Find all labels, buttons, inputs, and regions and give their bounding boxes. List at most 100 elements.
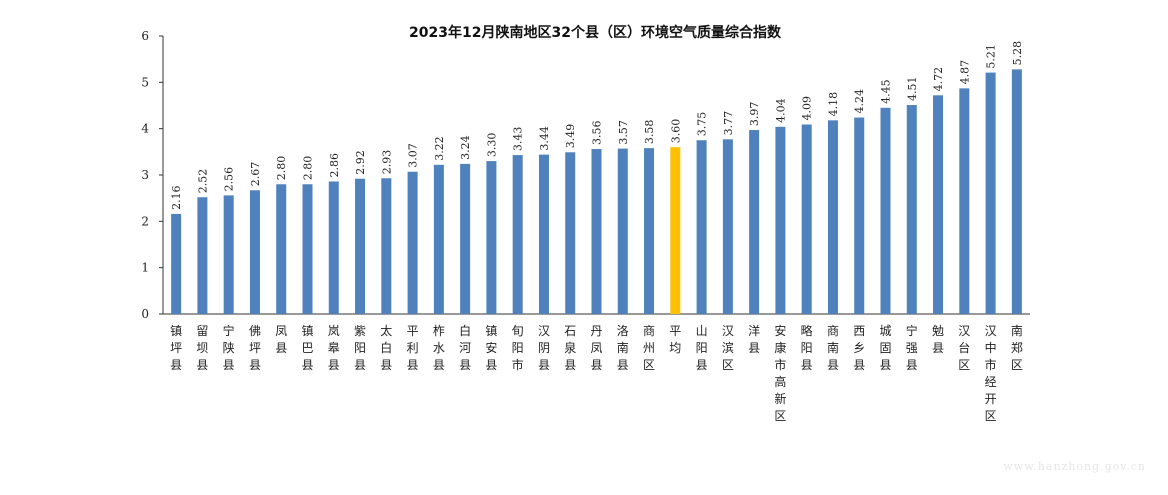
data-label: 4.87 <box>958 60 971 85</box>
x-tick-label-char: 旬 <box>512 324 524 338</box>
bar <box>197 197 208 314</box>
y-tick-label: 4 <box>141 122 149 136</box>
x-tick-label-char: 固 <box>879 341 891 355</box>
data-label: 3.57 <box>617 120 630 145</box>
x-tick-label-char: 商 <box>643 323 655 338</box>
x-tick-label-char: 康 <box>774 340 786 355</box>
data-label: 2.56 <box>223 167 236 192</box>
data-label: 3.24 <box>459 135 472 160</box>
data-label: 3.75 <box>696 112 709 137</box>
bar <box>670 147 681 314</box>
x-tick-label-char: 县 <box>328 358 340 372</box>
bar <box>538 154 549 314</box>
data-label: 3.07 <box>407 143 420 168</box>
x-tick-label-char: 区 <box>774 409 786 423</box>
bar <box>959 88 970 315</box>
bar <box>302 184 313 314</box>
x-tick-label-char: 县 <box>538 358 550 372</box>
bar <box>328 181 339 314</box>
x-tick-label-char: 商 <box>827 323 839 338</box>
x-tick-label-char: 皋 <box>328 340 340 355</box>
data-label: 3.60 <box>669 119 682 144</box>
data-label: 4.45 <box>880 79 893 104</box>
x-tick-label-char: 西 <box>853 324 865 338</box>
x-tick-label-char: 县 <box>354 358 366 372</box>
x-tick-label-char: 汉 <box>722 324 734 338</box>
x-tick-label-char: 县 <box>932 341 944 355</box>
x-tick-label-char: 县 <box>433 358 445 372</box>
x-tick-label-char: 河 <box>459 341 471 355</box>
x-tick-label-char: 县 <box>275 341 287 355</box>
y-tick-label: 3 <box>141 168 149 182</box>
bar <box>433 164 444 314</box>
bar <box>276 184 287 314</box>
x-tick-label-char: 经 <box>985 375 997 389</box>
bar <box>827 120 838 315</box>
x-tick-label-char: 市 <box>512 357 524 372</box>
x-tick-label-char: 坝 <box>196 341 208 355</box>
bar <box>775 126 786 315</box>
x-tick-label-char: 巴 <box>301 341 313 355</box>
data-label: 2.16 <box>170 185 183 210</box>
data-label: 2.80 <box>302 156 315 181</box>
bar <box>985 72 996 314</box>
bar <box>906 105 917 314</box>
x-tick-label-char: 汉 <box>958 324 970 338</box>
data-label: 4.72 <box>932 67 945 92</box>
bar <box>854 117 865 315</box>
x-tick-label-char: 强 <box>906 341 918 355</box>
x-tick-label-char: 县 <box>748 341 760 355</box>
x-tick-label-char: 区 <box>722 358 734 372</box>
data-label: 4.18 <box>827 92 840 117</box>
data-label: 3.97 <box>748 102 761 127</box>
x-tick-label-char: 陕 <box>223 340 235 355</box>
x-tick-label-char: 乡 <box>853 341 865 355</box>
x-tick-label-char: 佛 <box>249 324 261 338</box>
x-tick-label-char: 洋 <box>748 323 760 338</box>
x-tick-label-char: 县 <box>249 358 261 372</box>
bar <box>1011 69 1022 314</box>
y-tick-label: 6 <box>141 29 149 43</box>
bar <box>933 95 944 314</box>
data-label: 2.86 <box>328 153 341 178</box>
x-tick-label-char: 白 <box>459 323 471 338</box>
x-tick-label-char: 宁 <box>906 323 918 338</box>
x-tick-label-char: 坪 <box>249 341 261 355</box>
x-tick-label-char: 县 <box>380 358 392 372</box>
x-tick-label-char: 县 <box>459 358 471 372</box>
x-tick-label-char: 县 <box>564 358 576 372</box>
bar <box>171 213 182 314</box>
data-label: 4.24 <box>853 89 866 114</box>
bar <box>381 178 392 314</box>
data-label: 2.52 <box>196 169 209 194</box>
data-label: 5.28 <box>1011 41 1024 66</box>
x-tick-label-char: 区 <box>1011 358 1023 372</box>
data-label: 5.21 <box>985 44 998 69</box>
bar <box>460 163 471 314</box>
x-tick-label-char: 县 <box>485 358 497 372</box>
data-label: 3.43 <box>512 127 525 152</box>
x-tick-label-char: 太 <box>380 323 392 338</box>
x-tick-label-char: 县 <box>301 358 313 372</box>
y-tick-label: 2 <box>141 214 149 228</box>
x-tick-label-char: 县 <box>196 358 208 372</box>
x-tick-label-char: 县 <box>853 358 865 372</box>
y-tick-label: 5 <box>141 75 149 89</box>
data-label: 3.77 <box>722 111 735 136</box>
bar <box>512 155 523 314</box>
x-tick-label-char: 阳 <box>354 341 366 355</box>
x-tick-label-char: 水 <box>433 341 445 355</box>
x-tick-label-char: 镇 <box>170 324 182 338</box>
data-label: 2.92 <box>354 150 367 175</box>
data-label: 3.49 <box>564 124 577 149</box>
x-tick-label-char: 开 <box>985 392 997 406</box>
x-tick-label-char: 宁 <box>223 323 235 338</box>
x-tick-label-char: 县 <box>590 358 602 372</box>
x-tick-label-char: 南 <box>1011 323 1023 338</box>
data-label: 4.04 <box>774 98 787 123</box>
bar <box>880 107 891 314</box>
x-tick-label-char: 汉 <box>538 324 550 338</box>
x-tick-label-char: 县 <box>906 358 918 372</box>
bar <box>644 148 655 314</box>
